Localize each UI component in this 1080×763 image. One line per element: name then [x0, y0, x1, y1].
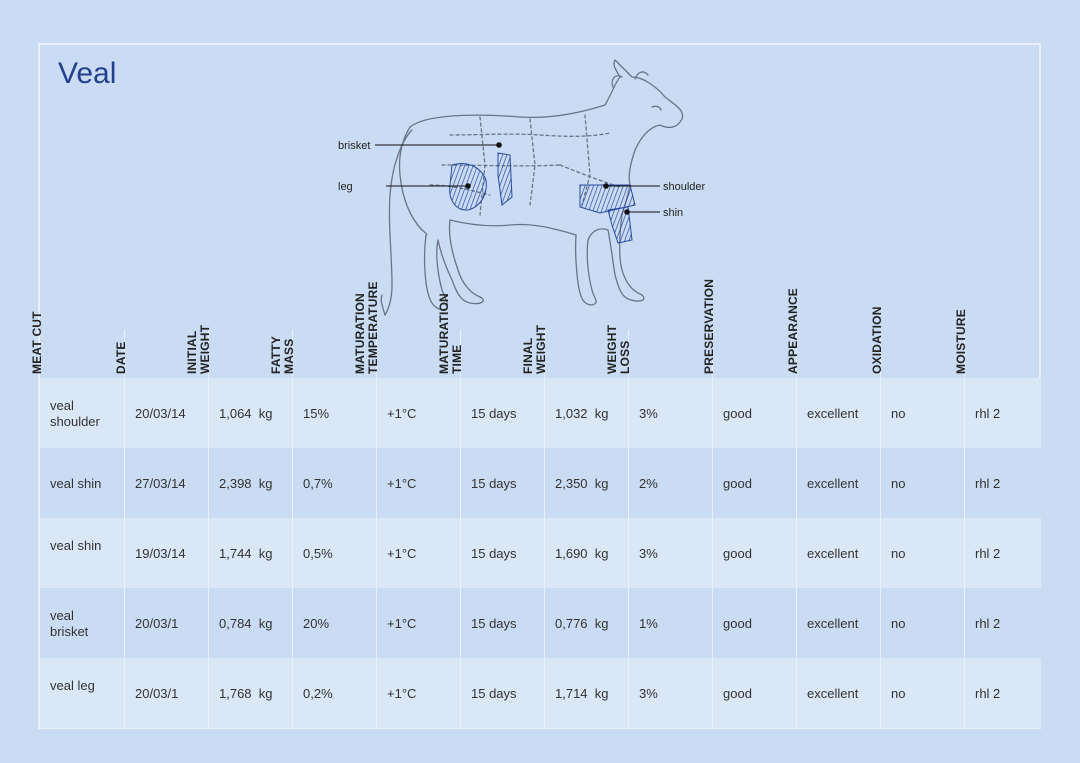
- cell-time: 15 days: [460, 518, 544, 588]
- cell-preservation: good: [712, 448, 796, 518]
- cell-fatty-mass: 15%: [292, 378, 376, 448]
- cell-appearance: excellent: [796, 518, 880, 588]
- table-header: MEAT CUT DATE INITIAL WEIGHT FATTY MASS …: [30, 279, 1041, 378]
- cell-date: 27/03/14: [124, 448, 208, 518]
- cell-temperature: +1°C: [376, 378, 460, 448]
- page-title: Veal: [58, 57, 117, 90]
- cell-final-weight: 1,690 kg: [544, 518, 628, 588]
- label-brisket: brisket: [338, 140, 370, 152]
- veal-calf-diagram: brisket leg shoulder shin: [338, 59, 706, 316]
- table-row: veal shin 19/03/14 1,744 kg 0,5% +1°C 15…: [40, 518, 1041, 588]
- cell-time: 15 days: [460, 378, 544, 448]
- cell-appearance: excellent: [796, 448, 880, 518]
- cell-meat-cut: veal leg: [50, 678, 95, 693]
- cell-fatty-mass: 0,2%: [292, 658, 376, 728]
- veal-panel: Veal: [30, 43, 1041, 729]
- cell-final-weight: 0,776 kg: [544, 588, 628, 658]
- col-header-meat-cut: MEAT CUT: [30, 311, 44, 374]
- label-shoulder: shoulder: [663, 181, 706, 193]
- cell-moisture: rhl 2: [964, 518, 1041, 588]
- cell-date: 19/03/14: [124, 518, 208, 588]
- col-header-maturation-temperature: MATURATION TEMPERATURE: [353, 281, 460, 378]
- cell-final-weight: 1,714 kg: [544, 658, 628, 728]
- table-row: veal brisket 20/03/1 0,784 kg 20% +1°C 1…: [40, 588, 1041, 658]
- cell-date: 20/03/1: [124, 588, 208, 658]
- cell-oxidation: no: [880, 448, 964, 518]
- col-header-final-weight: FINAL WEIGHT: [521, 325, 628, 378]
- cell-meat-cut: veal shin: [50, 538, 102, 553]
- cell-final-weight: 1,032 kg: [544, 378, 628, 448]
- cell-initial-weight: 1,768 kg: [208, 658, 292, 728]
- cell-weight-loss: 3%: [628, 658, 712, 728]
- cell-preservation: good: [712, 518, 796, 588]
- cell-initial-weight: 2,398 kg: [208, 448, 292, 518]
- cell-oxidation: no: [880, 518, 964, 588]
- cell-preservation: good: [712, 588, 796, 658]
- cell-appearance: excellent: [796, 588, 880, 658]
- col-header-maturation-time: MATURATION TIME: [437, 293, 544, 378]
- cell-temperature: +1°C: [376, 448, 460, 518]
- cell-date: 20/03/14: [124, 378, 208, 448]
- cell-moisture: rhl 2: [964, 658, 1041, 728]
- cell-weight-loss: 1%: [628, 588, 712, 658]
- col-header-fatty-mass: FATTY MASS: [269, 330, 376, 378]
- cell-moisture: rhl 2: [964, 378, 1041, 448]
- table-body: veal shoulder 20/03/14 1,064 kg 15% +1°C…: [40, 378, 1041, 728]
- col-header-moisture: MOISTURE: [954, 309, 1041, 378]
- cell-final-weight: 2,350 kg: [544, 448, 628, 518]
- cell-initial-weight: 0,784 kg: [208, 588, 292, 658]
- cell-fatty-mass: 0,5%: [292, 518, 376, 588]
- cell-meat-cut: veal shin: [50, 476, 102, 491]
- cell-weight-loss: 2%: [628, 448, 712, 518]
- cell-moisture: rhl 2: [964, 588, 1041, 658]
- cell-weight-loss: 3%: [628, 518, 712, 588]
- cell-date: 20/03/1: [124, 658, 208, 728]
- cell-meat-cut: veal brisket: [50, 608, 89, 639]
- cell-oxidation: no: [880, 588, 964, 658]
- cell-fatty-mass: 20%: [292, 588, 376, 658]
- col-header-oxidation: OXIDATION: [870, 306, 964, 378]
- cell-appearance: excellent: [796, 658, 880, 728]
- col-header-preservation: PRESERVATION: [702, 279, 796, 378]
- col-header-initial-weight: INITIAL WEIGHT: [185, 325, 292, 378]
- table-row: veal shin 27/03/14 2,398 kg 0,7% +1°C 15…: [40, 448, 1041, 518]
- cell-fatty-mass: 0,7%: [292, 448, 376, 518]
- cell-appearance: excellent: [796, 378, 880, 448]
- cell-initial-weight: 1,744 kg: [208, 518, 292, 588]
- label-shin: shin: [663, 207, 683, 219]
- cell-temperature: +1°C: [376, 658, 460, 728]
- cell-time: 15 days: [460, 658, 544, 728]
- cell-preservation: good: [712, 378, 796, 448]
- cell-oxidation: no: [880, 378, 964, 448]
- table-row: veal leg 20/03/1 1,768 kg 0,2% +1°C 15 d…: [40, 658, 1041, 728]
- cell-weight-loss: 3%: [628, 378, 712, 448]
- table-row: veal shoulder 20/03/14 1,064 kg 15% +1°C…: [40, 378, 1041, 448]
- label-leg: leg: [338, 181, 353, 193]
- cell-meat-cut: veal shoulder: [50, 398, 100, 429]
- cell-temperature: +1°C: [376, 588, 460, 658]
- cell-preservation: good: [712, 658, 796, 728]
- cell-time: 15 days: [460, 448, 544, 518]
- cell-oxidation: no: [880, 658, 964, 728]
- col-header-appearance: APPEARANCE: [786, 288, 880, 378]
- col-header-date: DATE: [114, 330, 208, 378]
- col-header-weight-loss: WEIGHT LOSS: [605, 325, 712, 378]
- cell-moisture: rhl 2: [964, 448, 1041, 518]
- cell-temperature: +1°C: [376, 518, 460, 588]
- cell-initial-weight: 1,064 kg: [208, 378, 292, 448]
- cell-time: 15 days: [460, 588, 544, 658]
